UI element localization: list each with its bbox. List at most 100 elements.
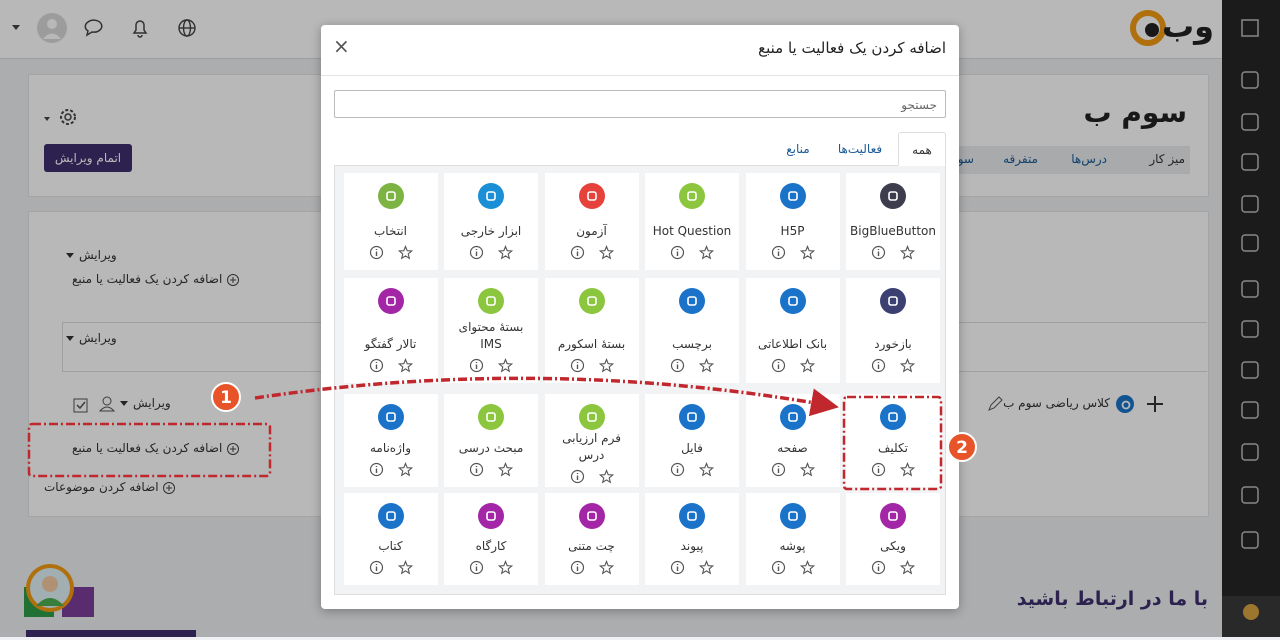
side-nav-icon[interactable]: [1241, 320, 1259, 338]
info-button[interactable]: [670, 560, 685, 575]
edit-menu[interactable]: ویرایش: [66, 331, 117, 345]
side-nav-icon[interactable]: [1241, 234, 1259, 252]
edit-menu[interactable]: ویرایش: [120, 396, 171, 410]
activity-card[interactable]: مبحث درسی: [444, 394, 538, 487]
star-button[interactable]: [498, 461, 513, 477]
info-button[interactable]: [771, 245, 786, 260]
star-button[interactable]: [397, 461, 413, 477]
activity-card[interactable]: تالار گفتگو: [343, 278, 438, 383]
star-button[interactable]: [900, 461, 915, 477]
edit-title-icon[interactable]: [988, 396, 1003, 411]
info-button[interactable]: [670, 245, 685, 260]
activity-card[interactable]: بانک اطلاعاتی: [745, 278, 840, 383]
move-icon[interactable]: [1147, 396, 1163, 412]
info-button[interactable]: [469, 462, 484, 477]
side-nav-icon[interactable]: [1241, 486, 1259, 504]
help-icon[interactable]: [1243, 604, 1259, 620]
star-button[interactable]: [799, 461, 815, 477]
breadcrumb-item[interactable]: میز کار: [1149, 152, 1185, 166]
star-button[interactable]: [900, 357, 915, 373]
activity-card[interactable]: واژه‌نامه: [343, 394, 438, 487]
activity-card[interactable]: پوشه: [745, 493, 840, 585]
info-button[interactable]: [771, 462, 786, 477]
star-button[interactable]: [699, 244, 714, 260]
support-avatar[interactable]: [24, 562, 78, 616]
language-icon[interactable]: [178, 19, 196, 37]
side-nav-icon[interactable]: [1241, 531, 1259, 549]
activity-card[interactable]: بازخورد: [846, 278, 940, 383]
star-button[interactable]: [498, 244, 513, 260]
info-button[interactable]: [369, 358, 384, 373]
activity-card[interactable]: انتخاب: [343, 173, 438, 270]
add-activity-link[interactable]: اضافه کردن یک فعالیت یا منبع: [72, 272, 240, 287]
side-nav-icon[interactable]: [1241, 280, 1259, 298]
info-button[interactable]: [771, 560, 786, 575]
side-nav-icon[interactable]: [1241, 113, 1259, 131]
activity-card[interactable]: تکلیف: [846, 394, 940, 487]
activity-card[interactable]: Hot Question: [645, 173, 739, 270]
star-button[interactable]: [397, 357, 413, 373]
side-nav-icon[interactable]: [1241, 153, 1259, 171]
activity-card[interactable]: فرم ارزیابی درس: [544, 394, 639, 487]
star-button[interactable]: [699, 461, 714, 477]
notifications-icon[interactable]: [132, 20, 148, 38]
activity-card[interactable]: BigBlueButton: [846, 173, 940, 270]
activity-card[interactable]: ویکی: [846, 493, 940, 585]
info-button[interactable]: [670, 358, 685, 373]
star-button[interactable]: [397, 559, 413, 575]
edit-menu[interactable]: ویرایش: [66, 248, 117, 262]
info-button[interactable]: [570, 245, 585, 260]
activity-card[interactable]: آزمون: [544, 173, 639, 270]
star-button[interactable]: [799, 559, 815, 575]
info-button[interactable]: [570, 469, 585, 484]
activity-card[interactable]: صفحه: [745, 394, 840, 487]
info-button[interactable]: [570, 560, 585, 575]
info-button[interactable]: [871, 245, 886, 260]
side-nav-icon[interactable]: [1241, 71, 1259, 89]
side-nav-icon[interactable]: [1241, 195, 1259, 213]
activity-card[interactable]: بستهٔ محتوای IMS: [444, 278, 538, 383]
side-nav-icon[interactable]: [1241, 401, 1259, 419]
info-button[interactable]: [469, 560, 484, 575]
activity-card[interactable]: فایل: [645, 394, 739, 487]
activity-link[interactable]: کلاس ریاضی سوم ب: [1003, 396, 1110, 410]
tab-resources[interactable]: منابع: [786, 142, 810, 156]
add-topics-link[interactable]: اضافه کردن موضوعات: [44, 480, 176, 495]
site-logo[interactable]: وب: [1128, 6, 1214, 52]
side-nav-icon[interactable]: [1241, 443, 1259, 461]
select-checkbox[interactable]: [73, 398, 88, 413]
search-input[interactable]: جستجو: [334, 90, 946, 118]
star-button[interactable]: [900, 559, 915, 575]
info-button[interactable]: [871, 560, 886, 575]
tab-activities[interactable]: فعالیت‌ها: [837, 142, 883, 156]
user-icon[interactable]: [102, 396, 112, 406]
activity-card[interactable]: ابزار خارجی: [444, 173, 538, 270]
side-nav-icon[interactable]: [1241, 361, 1259, 379]
info-button[interactable]: [871, 462, 886, 477]
star-button[interactable]: [799, 357, 815, 373]
star-button[interactable]: [699, 559, 714, 575]
star-button[interactable]: [699, 357, 714, 373]
activity-card[interactable]: برچسب: [645, 278, 739, 383]
side-nav-icon[interactable]: [1241, 19, 1259, 37]
info-button[interactable]: [369, 462, 384, 477]
messages-icon[interactable]: [84, 19, 103, 37]
activity-card[interactable]: پیوند: [645, 493, 739, 585]
info-button[interactable]: [469, 358, 484, 373]
user-menu-caret[interactable]: [12, 25, 20, 30]
info-button[interactable]: [369, 245, 384, 260]
star-button[interactable]: [498, 357, 513, 373]
star-button[interactable]: [598, 468, 614, 484]
star-button[interactable]: [598, 559, 614, 575]
breadcrumb-item[interactable]: سو: [957, 152, 974, 166]
activity-card[interactable]: چت متنی: [544, 493, 639, 585]
tab-all[interactable]: همه: [898, 132, 946, 166]
star-button[interactable]: [598, 244, 614, 260]
star-button[interactable]: [900, 244, 915, 260]
info-button[interactable]: [570, 358, 585, 373]
star-button[interactable]: [598, 357, 614, 373]
info-button[interactable]: [771, 358, 786, 373]
breadcrumb-item[interactable]: درس‌ها: [1071, 152, 1107, 166]
star-button[interactable]: [498, 559, 513, 575]
close-button[interactable]: ×: [333, 34, 350, 58]
